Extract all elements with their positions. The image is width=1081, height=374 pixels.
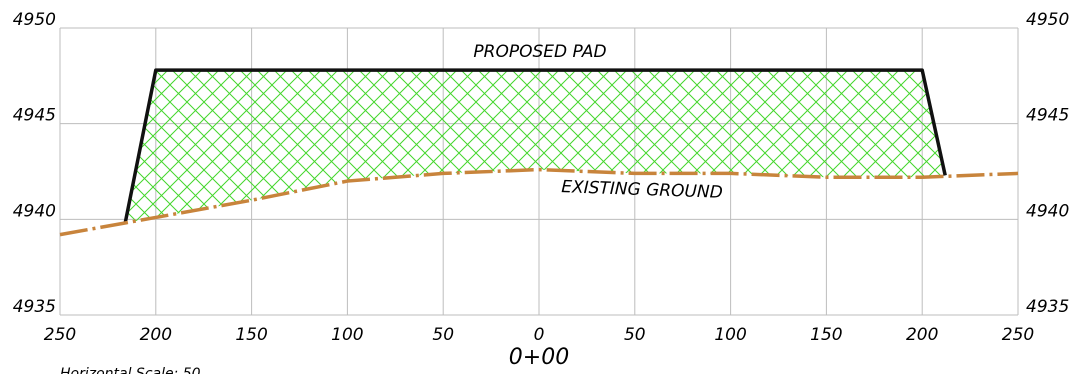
x-tick-label: 100: [331, 325, 363, 345]
fill-area: [125, 70, 946, 224]
x-tick-label: 0: [534, 325, 545, 345]
x-tick-label: 150: [810, 325, 842, 345]
x-tick-label: 250: [1002, 325, 1034, 345]
annotation: PROPOSED PAD: [473, 42, 606, 62]
pad-line: [123, 68, 947, 224]
ground-line: [59, 167, 1019, 237]
y-tick-label: 4935: [13, 297, 56, 317]
x-tick-label: 100: [714, 325, 746, 345]
y2-tick-label: 4940: [1026, 201, 1069, 221]
x-tick-label: 50: [432, 325, 454, 345]
x-tick-label: 250: [44, 325, 76, 345]
station-label: 0+00: [509, 345, 569, 370]
y2-tick-label: 4945: [1026, 106, 1069, 126]
x-tick-label: 150: [235, 325, 267, 345]
y2-tick-label: 4935: [1026, 297, 1069, 317]
annotation: EXISTING GROUND: [561, 177, 723, 203]
y-tick-label: 4950: [13, 10, 56, 30]
x-tick-label: 200: [140, 325, 172, 345]
y2-tick-label: 4950: [1026, 10, 1069, 30]
x-tick-label: 200: [906, 325, 938, 345]
y-tick-label: 4945: [13, 106, 56, 126]
footer: Horizontal Scale: 50: [60, 366, 201, 374]
y-tick-label: 4940: [13, 201, 56, 221]
x-tick-label: 50: [624, 325, 646, 345]
